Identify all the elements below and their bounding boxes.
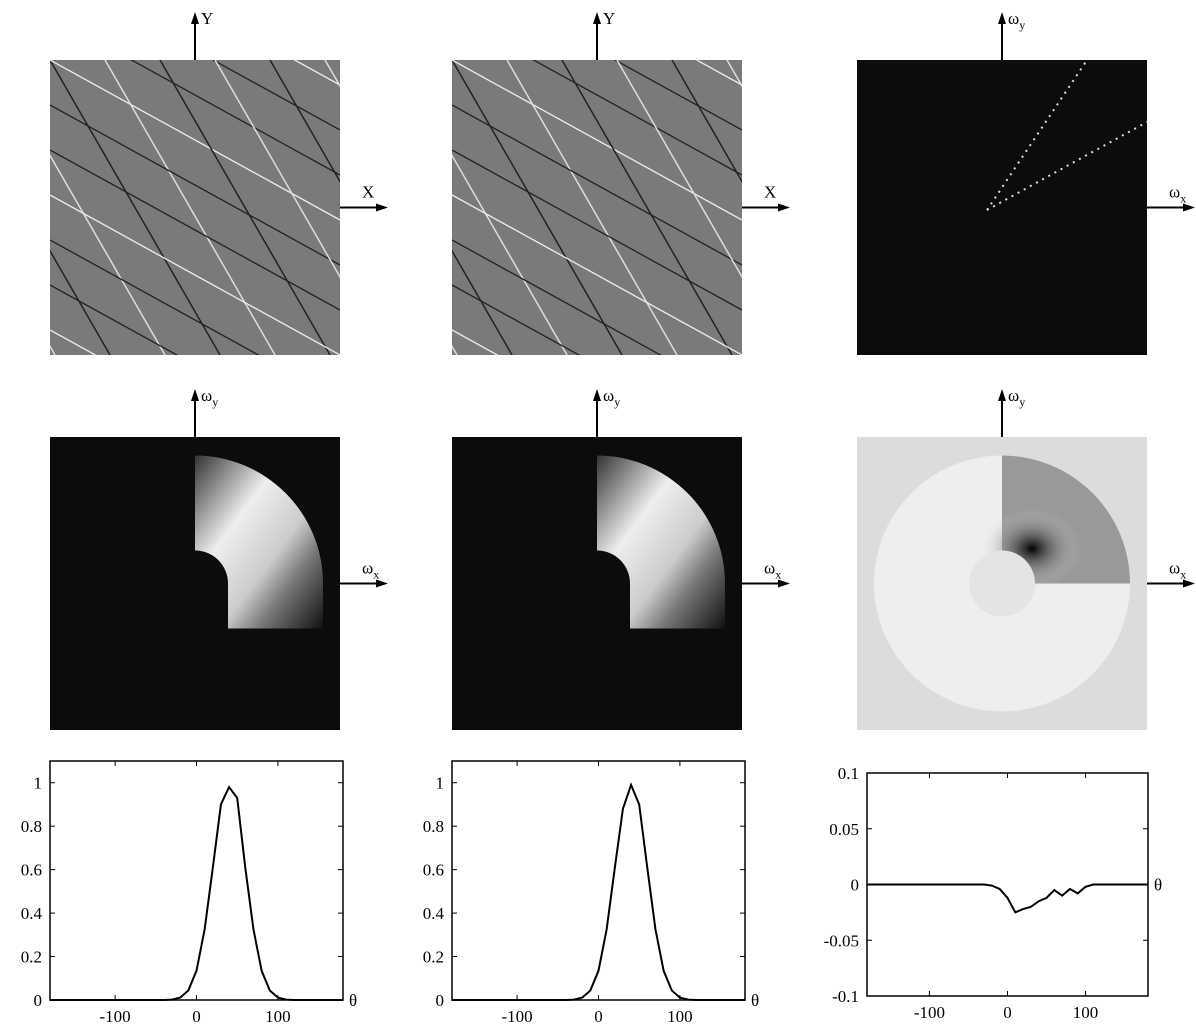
- y-tick-label: 0.6: [423, 861, 444, 880]
- y-tick-label: 0.2: [423, 948, 444, 967]
- label-base: Y: [603, 9, 615, 28]
- plot-frame: [452, 761, 745, 1000]
- image: [50, 389, 388, 730]
- y-arrowhead: [593, 12, 601, 24]
- y-tick-label: 0.4: [21, 904, 43, 923]
- x-arrowhead: [376, 204, 388, 212]
- y-tick-label: -0.05: [824, 931, 859, 950]
- y-tick-label: 0: [851, 876, 860, 895]
- label-base: Y: [201, 9, 213, 28]
- label-sub: y: [1019, 395, 1025, 409]
- axis-label: Y: [603, 9, 615, 28]
- y-tick-label: 0.8: [21, 817, 42, 836]
- axis-label: ωx: [764, 559, 781, 582]
- y-arrowhead: [191, 12, 199, 24]
- x-tick-label: 0: [192, 1007, 201, 1024]
- page: YXYXωyωxωyωxωyωxωyωx00.20.40.60.81-10001…: [0, 0, 1196, 1024]
- label-base: ω: [201, 386, 212, 405]
- axis-label: ωx: [362, 559, 379, 582]
- line: [452, 785, 745, 1000]
- label-base: ω: [1008, 386, 1019, 405]
- label-base: X: [764, 183, 776, 202]
- image-bg: [857, 60, 1147, 355]
- y-tick-label: 0: [436, 991, 445, 1010]
- x-tick-label: 0: [594, 1007, 603, 1024]
- y-tick-label: 1: [436, 774, 445, 793]
- axis-label: X: [764, 183, 776, 202]
- plot-frame: [50, 761, 343, 1000]
- x-arrowhead: [778, 204, 790, 212]
- y-tick-label: 0.1: [838, 764, 859, 783]
- y-tick-label: 0.4: [423, 904, 445, 923]
- label-base: ω: [603, 386, 614, 405]
- axis-label: ωy: [603, 386, 620, 409]
- x-tick-label: 100: [1073, 1003, 1099, 1022]
- axis-label: ωy: [201, 386, 218, 409]
- x-axis-label: θ: [1154, 876, 1162, 895]
- x-tick-label: -100: [502, 1007, 533, 1024]
- y-tick-label: -0.1: [832, 987, 859, 1006]
- y-tick-label: 0.05: [829, 820, 859, 839]
- y-arrowhead: [593, 389, 601, 401]
- y-tick-label: 1: [34, 774, 43, 793]
- axis-label: ωx: [1169, 559, 1186, 582]
- hole: [969, 551, 1035, 617]
- x-tick-label: 100: [265, 1007, 291, 1024]
- x-tick-label: 0: [1003, 1003, 1012, 1022]
- label-sub: x: [1180, 568, 1186, 582]
- axis-label: X: [362, 183, 374, 202]
- y-tick-label: 0.8: [423, 817, 444, 836]
- image: [857, 389, 1195, 730]
- label-sub: x: [373, 568, 379, 582]
- label-sub: x: [1180, 192, 1186, 206]
- label-base: ω: [1008, 9, 1019, 28]
- figure: YXYXωyωxωyωxωyωxωyωx00.20.40.60.81-10001…: [0, 0, 1196, 1024]
- x-tick-label: -100: [914, 1003, 945, 1022]
- y-tick-label: 0.6: [21, 861, 42, 880]
- label-sub: y: [212, 395, 218, 409]
- y-arrowhead: [191, 389, 199, 401]
- x-axis-label: θ: [349, 991, 357, 1010]
- y-tick-label: 0.2: [21, 948, 42, 967]
- stripe: [0, 60, 55, 355]
- label-sub: y: [614, 395, 620, 409]
- label-base: ω: [1169, 183, 1180, 202]
- label-base: ω: [1169, 559, 1180, 578]
- y-arrowhead: [998, 389, 1006, 401]
- axis-label: ωx: [1169, 183, 1186, 206]
- axis-label: Y: [201, 9, 213, 28]
- image: [452, 389, 790, 730]
- x-tick-label: -100: [100, 1007, 131, 1024]
- label-sub: x: [775, 568, 781, 582]
- x-tick-label: 100: [667, 1007, 693, 1024]
- x-axis-label: θ: [751, 991, 759, 1010]
- line: [867, 885, 1148, 913]
- label-base: ω: [362, 559, 373, 578]
- y-tick-label: 0: [34, 991, 43, 1010]
- label-base: X: [362, 183, 374, 202]
- label-sub: y: [1019, 18, 1025, 32]
- y-arrowhead: [998, 12, 1006, 24]
- axis-label: ωy: [1008, 386, 1025, 409]
- image: [857, 12, 1195, 355]
- axis-label: ωy: [1008, 9, 1025, 32]
- label-base: ω: [764, 559, 775, 578]
- line: [50, 787, 343, 1000]
